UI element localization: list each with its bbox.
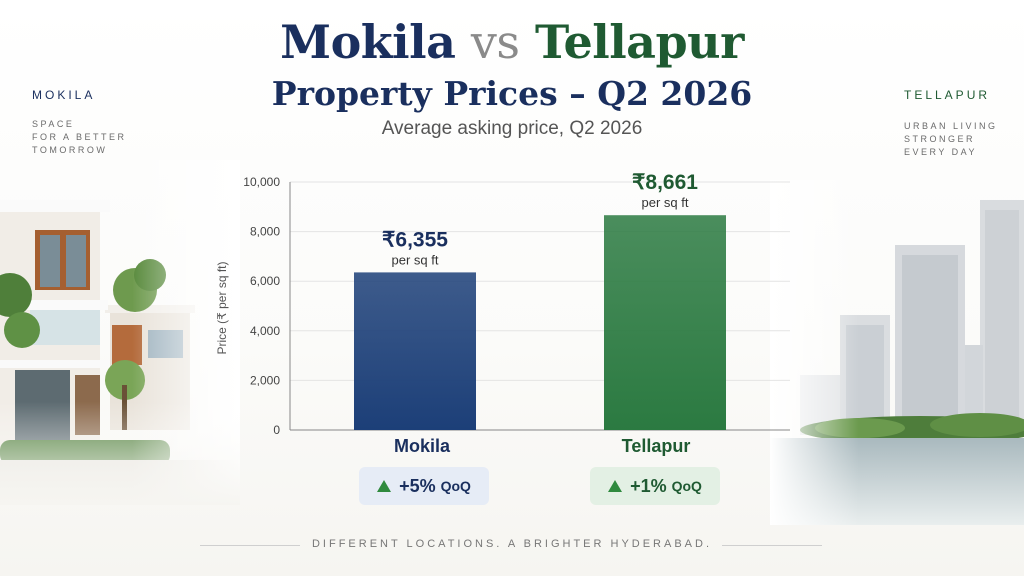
qoq-badge-tellapur: +1% QoQ <box>590 467 720 505</box>
right-tagline-line: STRONGER <box>904 134 976 144</box>
y-tick-label: 8,000 <box>250 225 280 239</box>
right-tagline-line: EVERY DAY <box>904 147 978 157</box>
qoq-value: +1% <box>630 475 667 496</box>
up-arrow-icon <box>608 480 623 492</box>
category-label-tellapur: Tellapur <box>621 436 691 456</box>
right-panel-name: TELLAPUR <box>904 88 991 102</box>
left-panel-name: MOKILA <box>32 88 96 102</box>
chart-subtitle: Average asking price, Q2 2026 <box>381 118 643 139</box>
bar-unit-label: per sq ft <box>642 195 689 210</box>
footer-divider-right <box>722 545 822 546</box>
y-tick-label: 0 <box>273 423 280 437</box>
title-block: Mokila vs Tellapur Property Prices – Q2 … <box>0 14 1024 140</box>
left-tagline-line: TOMORROW <box>32 145 108 155</box>
bar-mokila <box>354 272 476 430</box>
y-tick-label: 4,000 <box>250 324 280 338</box>
qoq-unit: QoQ <box>671 478 702 494</box>
mokila-villa-illustration <box>0 160 240 505</box>
left-tagline-line: FOR A BETTER <box>32 132 127 142</box>
y-axis-label: Price (₹ per sq ft) <box>215 261 229 355</box>
bar-value-label: ₹6,355 <box>382 228 448 251</box>
y-tick-label: 10,000 <box>243 175 280 189</box>
title-tellapur: Tellapur <box>535 15 744 69</box>
category-label-mokila: Mokila <box>393 436 450 456</box>
up-arrow-icon <box>377 480 392 492</box>
title-vs: vs <box>470 15 520 69</box>
bar-tellapur <box>604 215 726 430</box>
right-tagline-line: URBAN LIVING <box>904 121 998 131</box>
qoq-badge-mokila: +5% QoQ <box>359 467 489 505</box>
y-tick-label: 2,000 <box>250 373 280 387</box>
left-tagline-line: SPACE <box>32 119 75 129</box>
bar-unit-label: per sq ft <box>392 252 439 267</box>
qoq-value: +5% <box>399 475 436 496</box>
page-title: Mokila vs Tellapur <box>0 14 1024 70</box>
qoq-unit: QoQ <box>440 478 471 494</box>
y-tick-label: 6,000 <box>250 274 280 288</box>
footer-divider-left <box>200 545 300 546</box>
right-panel-tagline: URBAN LIVING STRONGER EVERY DAY <box>904 120 998 159</box>
footer-tagline: DIFFERENT LOCATIONS. A BRIGHTER HYDERABA… <box>311 538 713 550</box>
left-panel-tagline: SPACE FOR A BETTER TOMORROW <box>32 118 127 157</box>
tellapur-skyline-illustration <box>770 180 1024 525</box>
page-subtitle-line2: Property Prices – Q2 2026 <box>271 74 753 113</box>
bar-value-label: ₹8,661 <box>632 171 698 194</box>
title-mokila: Mokila <box>280 15 456 69</box>
